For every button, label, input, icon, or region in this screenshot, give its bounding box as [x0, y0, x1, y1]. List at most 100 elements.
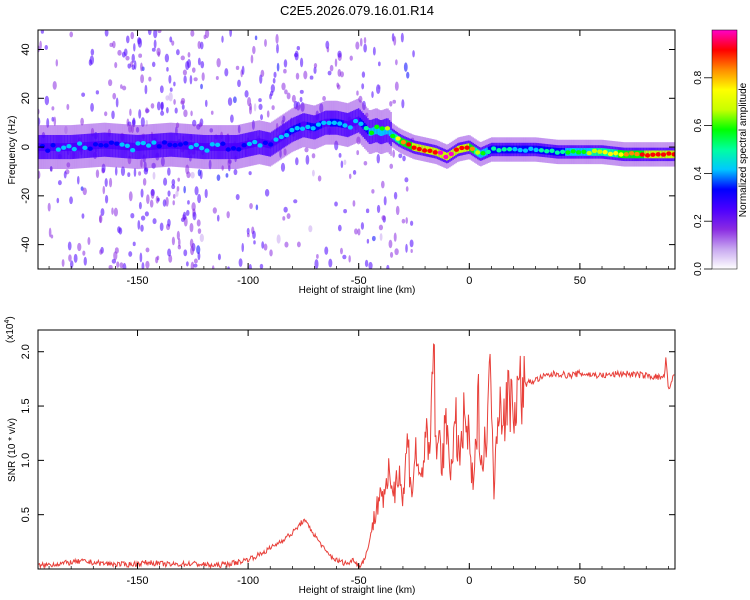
spectrogram-noise	[313, 66, 317, 74]
spectrogram-noise	[352, 200, 356, 207]
spectrogram-core	[142, 142, 145, 151]
x-tick-label: -50	[351, 275, 367, 287]
spectrogram-noise	[119, 262, 124, 269]
spectrogram-peak	[50, 142, 56, 148]
spectrogram-noise	[363, 161, 368, 166]
spectrogram-noise	[356, 90, 359, 96]
spectrogram-peak	[427, 148, 433, 153]
spectrogram-core	[182, 141, 185, 150]
spectrogram-peak	[199, 145, 205, 151]
spectrogram-peak	[145, 143, 152, 148]
spectrogram-peak	[607, 151, 614, 157]
spectrogram-noise	[57, 180, 62, 186]
spectrogram-core	[670, 150, 673, 159]
spectrogram-noise	[216, 174, 221, 181]
spectrogram-noise	[172, 200, 175, 206]
colorbar-tick-label: 0.0	[693, 262, 704, 276]
spectrogram-noise	[304, 147, 309, 153]
spectrogram-core	[367, 126, 369, 135]
spectrogram-peak	[629, 151, 635, 156]
spectrogram-noise	[197, 228, 202, 234]
spectrogram-noise	[361, 83, 365, 90]
spectrogram-noise	[283, 206, 288, 213]
spectrogram-noise	[410, 220, 414, 226]
spectrogram-noise	[299, 57, 304, 68]
spectrogram-noise	[342, 254, 347, 260]
spectrogram-peak	[76, 141, 83, 146]
spectrogram-noise	[229, 30, 232, 38]
spectrogram-noise	[176, 230, 180, 240]
spectrogram-noise	[182, 211, 187, 220]
spectrogram-noise	[152, 171, 156, 180]
spectrogram-noise	[403, 62, 408, 72]
spectrogram-noise	[90, 102, 94, 112]
spectrogram-core	[144, 142, 146, 151]
spectrogram-noise	[132, 241, 136, 247]
spectrogram-peak	[204, 148, 210, 153]
spectrogram-noise	[130, 31, 135, 40]
spectrogram-core	[153, 141, 156, 150]
spectrogram-core	[399, 136, 402, 145]
spectrogram-core	[165, 141, 168, 149]
spectrogram-noise	[151, 47, 156, 52]
spectrogram-core	[136, 143, 138, 151]
spectrogram-noise	[144, 84, 148, 95]
spectrogram-noise	[125, 55, 130, 61]
spectrogram-noise	[286, 213, 291, 219]
spectrogram-noise	[371, 235, 376, 242]
spectrogram-noise	[269, 93, 272, 100]
colorbar-tick-label: 0.6	[693, 118, 704, 132]
spectrogram-noise	[127, 172, 131, 177]
spectrogram-noise	[393, 191, 398, 200]
spectrogram-noise	[227, 266, 230, 269]
spectrogram-peak	[257, 143, 263, 148]
spectrogram-noise	[389, 163, 394, 169]
spectrogram-peak	[522, 148, 529, 153]
spectrogram-peak	[581, 149, 587, 155]
spectrogram-noise	[144, 211, 149, 217]
spectrogram-core	[198, 142, 200, 151]
spectrogram-noise	[201, 72, 205, 81]
spectrogram-core	[390, 129, 392, 138]
spectrogram-peak	[432, 150, 438, 155]
spectrogram-peak	[108, 140, 115, 145]
spectrogram-noise	[264, 38, 267, 47]
spectrogram-peak	[315, 122, 322, 127]
spectrogram-noise	[211, 265, 215, 269]
spectrogram-noise	[61, 259, 65, 267]
spectrogram-peak	[172, 143, 178, 148]
colorbar: 0.0 0.2 0.4 0.6 0.8 Normalized spectral ampl…	[693, 29, 749, 276]
spectrogram-peak	[161, 140, 168, 145]
spectrogram-noise	[412, 50, 415, 58]
spectrogram-noise	[159, 85, 164, 94]
spectrogram-core	[71, 143, 73, 151]
spectrogram-core	[382, 127, 385, 136]
spectrogram-core	[235, 143, 238, 151]
spectrogram-noise	[270, 84, 275, 93]
spectrogram-noise	[90, 48, 95, 56]
spectrogram-core	[45, 143, 47, 151]
spectrogram-noise	[258, 98, 262, 103]
spectrogram-y-ticks: -40 -20 0 20 40	[20, 43, 675, 253]
spectrogram-noise	[263, 243, 268, 251]
spectrogram-peak	[374, 124, 380, 130]
spectrogram-core	[495, 145, 498, 154]
spectrogram-noise	[137, 219, 141, 230]
spectrogram-noise	[183, 249, 188, 257]
spectrogram-noise	[140, 188, 144, 198]
spectrogram-noise	[120, 84, 123, 89]
spectrogram-noise	[248, 171, 252, 176]
spectrogram-peak	[591, 148, 598, 154]
spectrogram-noise	[305, 154, 310, 165]
spectrogram-noise	[272, 77, 276, 84]
spectrogram-noise	[157, 51, 161, 57]
x-tick-label: -150	[127, 575, 149, 587]
spectrogram-noise	[193, 77, 198, 82]
spectrogram-core	[204, 143, 207, 151]
spectrogram-noise	[389, 100, 393, 107]
spectrogram-core	[303, 121, 306, 130]
spectrogram-noise	[241, 242, 244, 253]
spectrogram-noise	[176, 185, 180, 192]
snr-x-ticks: -150 -100 -50 0 50	[48, 330, 669, 587]
spectrogram-peak	[453, 147, 460, 152]
